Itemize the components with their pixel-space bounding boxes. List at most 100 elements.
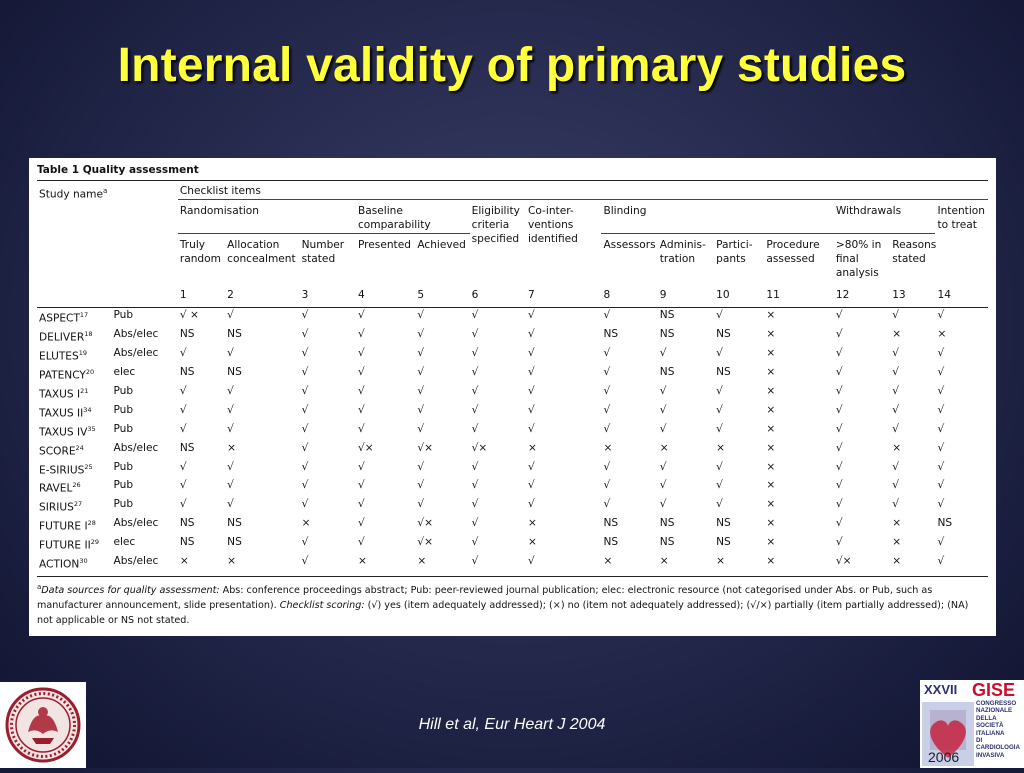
score-cell: √: [527, 460, 535, 473]
score-cell: √: [417, 479, 425, 492]
score-cell: √×: [471, 441, 488, 454]
score-cell: √: [527, 422, 535, 435]
subheader-achieved: Achieved: [417, 239, 466, 251]
table-row: RAVEL26 Pub √ √ √ √ √ √ √ √ √ √ × √ √ √: [37, 478, 988, 497]
score-cell: √: [417, 498, 425, 511]
study-name: TAXUS I21: [37, 384, 111, 403]
score-cell: √: [937, 479, 945, 492]
score-cell: √: [357, 460, 365, 473]
score-cell: NS: [227, 327, 242, 340]
score-cell: √: [716, 403, 723, 416]
checklist-header: Checklist items: [177, 183, 988, 200]
score-cell: ×: [766, 346, 776, 359]
university-seal-icon: [5, 687, 81, 763]
score-cell: √: [937, 365, 945, 378]
score-cell: √×: [417, 517, 433, 530]
score-cell: √: [357, 309, 365, 321]
study-name: TAXUS IV35: [37, 422, 111, 441]
study-name-text: TAXUS I: [39, 388, 81, 401]
group-intention-to-treat: Intention to treat: [937, 205, 985, 231]
score-cell: ×: [892, 441, 902, 454]
gise-subtitle-line: INVASIVA: [976, 751, 1005, 759]
column-number: 7: [525, 285, 602, 308]
column-number: 8: [601, 285, 658, 308]
score-cell: √: [301, 479, 309, 492]
score-cell: √: [357, 498, 365, 511]
column-number: 5: [415, 285, 470, 308]
study-name: PATENCY20: [37, 365, 111, 384]
study-name-text: SIRIUS: [39, 501, 74, 514]
score-cell: √: [301, 309, 309, 321]
gise-subtitle-line: ITALIANA: [976, 729, 1005, 737]
score-cell: ×: [766, 517, 776, 530]
subheader-presented: Presented: [357, 239, 411, 251]
score-cell: √: [892, 346, 899, 359]
study-name-text: ACTION: [39, 558, 80, 571]
column-number: 2: [225, 285, 300, 308]
score-cell: √: [417, 309, 425, 321]
score-cell: √: [471, 536, 479, 549]
score-cell: √: [471, 498, 479, 511]
table-row: ASPECT17 Pub √ × √ √ √ √ √ √ √ NS √ × √ √ √: [37, 308, 988, 327]
score-cell: √: [179, 498, 187, 511]
score-cell: ×: [766, 403, 776, 416]
score-cell: ×: [601, 554, 658, 578]
score-cell: √: [357, 365, 365, 378]
score-cell: √: [835, 479, 843, 492]
score-cell: ×: [766, 327, 776, 340]
group-randomisation: Randomisation: [177, 199, 356, 234]
column-number: 1: [177, 285, 226, 308]
study-reference: 17: [79, 311, 89, 319]
score-cell: √: [937, 384, 945, 397]
column-number: 9: [657, 285, 715, 308]
score-cell: √: [659, 498, 667, 511]
footnote-scoring-text: (√) yes (item adequately addressed); (×)…: [37, 600, 969, 627]
gise-year: 2006: [928, 749, 960, 765]
score-cell: ×: [415, 554, 470, 578]
score-cell: √: [471, 479, 479, 492]
table-row: TAXUS IV35 Pub √ √ √ √ √ √ √ √ √ √ × √ √ √: [37, 422, 988, 441]
footnote-sources-label: Data sources for quality assessment:: [41, 585, 220, 597]
gise-brand: GISE: [972, 680, 1016, 700]
score-cell: ×: [177, 554, 226, 578]
study-source: Pub: [113, 384, 134, 397]
score-cell: √: [179, 403, 187, 416]
score-cell: √: [835, 403, 843, 416]
score-cell: NS: [179, 536, 195, 549]
score-cell: √: [417, 403, 425, 416]
subheader-truly-random: Truly random: [179, 239, 221, 265]
score-cell: √: [301, 403, 309, 416]
study-name-text: ELUTES: [39, 350, 79, 363]
score-cell: ×: [892, 517, 902, 530]
study-source: Pub: [113, 403, 134, 416]
subheader-procedure-assessed: Procedure assessed: [766, 239, 820, 265]
column-number: 4: [355, 285, 416, 308]
score-cell: √: [835, 422, 843, 435]
score-cell: √: [301, 384, 309, 397]
citation: Hill et al, Eur Heart J 2004: [418, 716, 606, 733]
table-row: E-SIRIUS25 Pub √ √ √ √ √ √ √ √ √ √ × √ √ √: [37, 460, 988, 479]
score-cell: √: [835, 365, 843, 378]
gise-subtitle-line: CONGRESSO: [976, 700, 1017, 707]
study-reference: 27: [73, 500, 83, 509]
score-cell: ×: [937, 327, 947, 340]
score-cell: √: [659, 422, 667, 435]
score-cell: √: [527, 309, 535, 321]
study-reference: 25: [84, 462, 93, 471]
score-cell: √: [417, 327, 425, 340]
score-cell: √: [527, 498, 535, 511]
study-name-sup: a: [103, 187, 108, 195]
score-cell: √: [835, 309, 843, 321]
score-cell: √: [471, 460, 479, 473]
score-cell: √: [227, 422, 234, 435]
score-cell: NS: [716, 365, 731, 378]
score-cell: √: [603, 346, 611, 359]
score-cell: NS: [227, 517, 242, 530]
score-cell: ×: [890, 554, 936, 578]
score-cell: ×: [766, 441, 776, 454]
gise-heart-icon: [920, 680, 1024, 768]
score-cell: NS: [179, 365, 195, 378]
score-cell: √: [357, 327, 365, 340]
score-cell: √×: [417, 536, 433, 549]
score-cell: √: [527, 479, 535, 492]
